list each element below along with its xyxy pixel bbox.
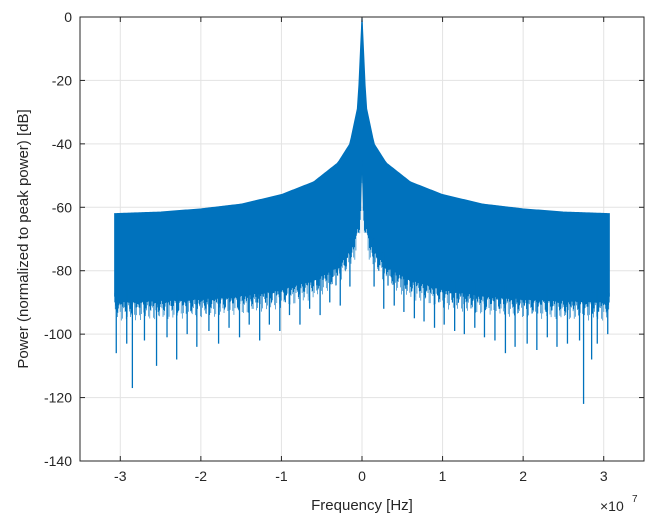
y-axis-title: Power (normalized to peak power) [dB] xyxy=(15,109,32,368)
x-exponent-base: ×10 xyxy=(600,498,624,514)
data-layer xyxy=(114,16,610,404)
x-tick-label: 1 xyxy=(439,468,447,484)
y-tick-label: -20 xyxy=(52,72,72,88)
x-axis-title: Frequency [Hz] xyxy=(311,497,413,514)
y-tick-label: -100 xyxy=(44,326,72,342)
y-tick-label: -120 xyxy=(44,390,72,406)
y-tick-label: -80 xyxy=(52,263,72,279)
y-tick-label: -60 xyxy=(52,199,72,215)
y-tick-label: -140 xyxy=(44,453,72,469)
x-tick-label: 0 xyxy=(358,468,366,484)
y-tick-label: 0 xyxy=(64,9,72,25)
x-exponent-power: 7 xyxy=(632,494,638,505)
spectrum-peak xyxy=(359,16,365,113)
x-tick-label: -2 xyxy=(195,468,208,484)
y-tick-label: -40 xyxy=(52,136,72,152)
x-tick-label: 3 xyxy=(600,468,608,484)
ticks-layer: -3 -2 -1 0 1 2 3 0 -20 -40 -60 -80 -100 -120 -140 xyxy=(44,9,644,484)
x-tick-label: 2 xyxy=(519,468,527,484)
x-tick-label: -3 xyxy=(114,468,127,484)
x-tick-label: -1 xyxy=(275,468,288,484)
